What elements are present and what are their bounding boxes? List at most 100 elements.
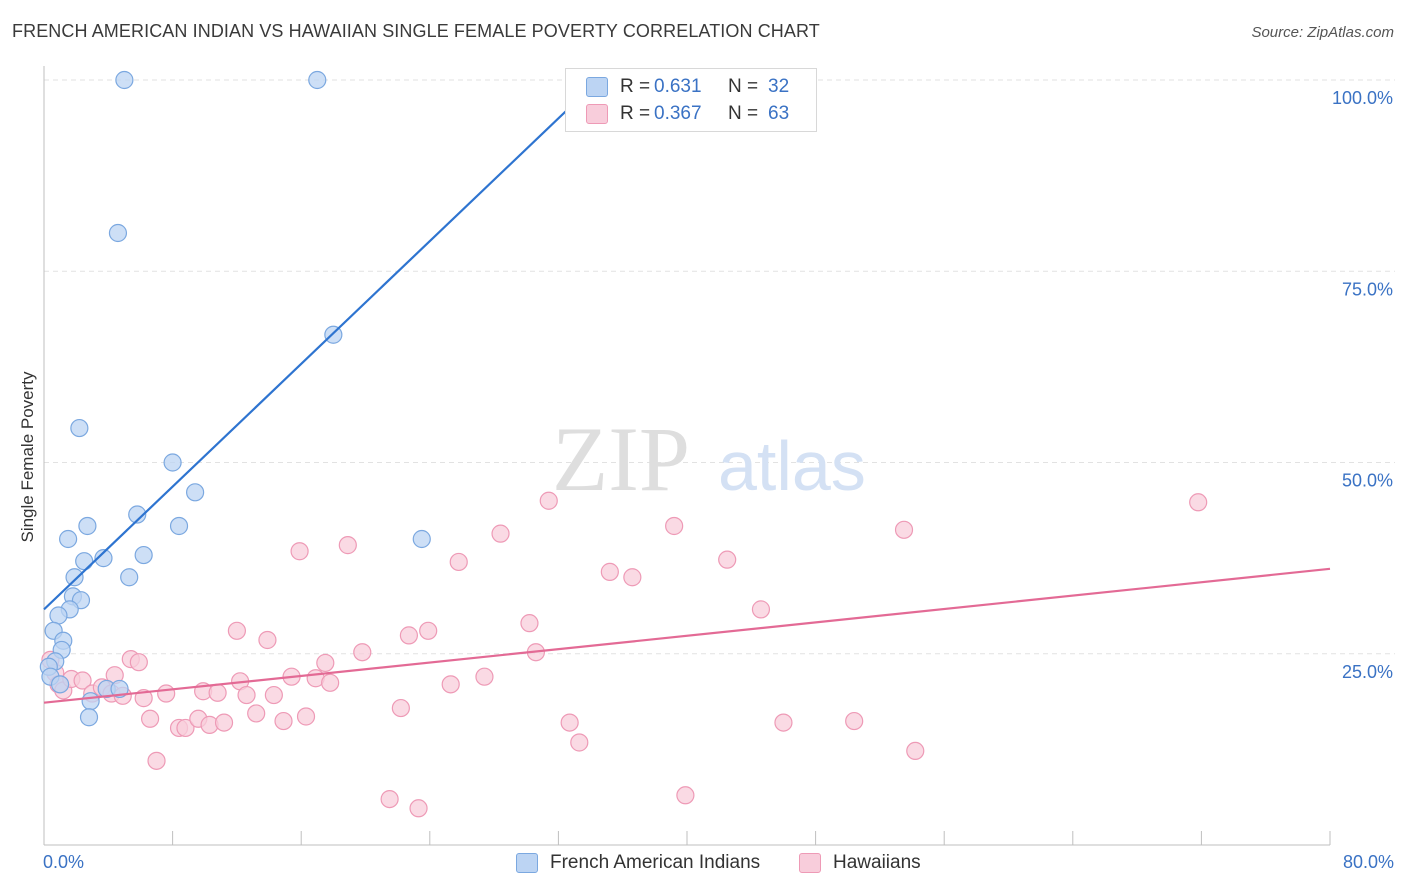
hawaiians-point [316, 653, 335, 673]
hawaiians-point [491, 524, 510, 543]
french-american-indians-point [108, 223, 128, 243]
hawaiians-point [399, 626, 419, 645]
hawaiians-point [208, 683, 227, 702]
hawaiians-point [600, 562, 619, 581]
legend-swatch-blue [586, 77, 608, 97]
legend-row-french-american-indians: R = 0.631 N = 32 [586, 75, 789, 99]
french-american-indians-point [59, 529, 78, 549]
hawaiians-point [176, 718, 195, 738]
hawaiians-point [665, 516, 684, 536]
legend-r-label: R = [620, 103, 651, 124]
trendlines [43, 79, 1331, 704]
french-american-indians-point [120, 568, 139, 587]
y-tick-label: 100.0% [1332, 88, 1393, 108]
french-american-indians-point [75, 552, 94, 571]
hawaiians-point [296, 707, 316, 726]
hawaiians-point [380, 789, 399, 809]
watermark-zip: ZIP [552, 408, 690, 510]
hawaiians-point [676, 786, 695, 805]
french-american-indians-point [169, 516, 189, 536]
trendline-hawaiians [43, 567, 1331, 704]
hawaiians-point [449, 552, 468, 572]
chart-title: FRENCH AMERICAN INDIAN VS HAWAIIAN SINGL… [12, 21, 820, 41]
french-american-indians-point [163, 453, 182, 472]
hawaiians-point [539, 491, 558, 510]
correlation-legend: R = 0.631 N = 32 R = 0.367 N = 63 [565, 68, 817, 132]
hawaiians-point [751, 600, 771, 619]
hawaiians-point [247, 704, 266, 723]
french-american-indians-point [65, 568, 84, 587]
series-label: French American Indians [550, 852, 761, 873]
x-tick-max: 80.0% [1342, 852, 1394, 872]
hawaiians-point [214, 713, 234, 732]
hawaiians-point [274, 711, 293, 731]
hawaiians-point [894, 520, 914, 539]
hawaiians-point [409, 799, 428, 818]
french-american-indians-point [49, 606, 68, 625]
french-american-indians-point [128, 505, 147, 524]
hawaiians-point [441, 675, 460, 694]
series-legend-french-american-indians: French American Indians [516, 852, 760, 874]
french-american-indians-point [134, 545, 153, 565]
hawaiians-point [906, 741, 925, 761]
hawaiians-point [147, 751, 166, 770]
hawaiians-point [73, 671, 92, 690]
hawaiians-point [718, 550, 737, 569]
hawaiians-point [353, 643, 372, 662]
trendline-french-american-indians [43, 79, 600, 611]
source-credit: Source: ZipAtlas.com [1251, 24, 1394, 41]
hawaiians-point [321, 673, 340, 692]
hawaiians-point [338, 536, 357, 555]
hawaiians-point [264, 685, 283, 705]
french-american-indians-point [308, 70, 327, 90]
axes [43, 66, 1331, 846]
french-american-indians-point [186, 483, 205, 502]
hawaiians-point [237, 685, 256, 705]
y-tick-label: 50.0% [1342, 471, 1393, 491]
hawaiians-point [570, 733, 589, 752]
hawaiians-point [560, 713, 579, 732]
hawaiians-point [475, 667, 494, 686]
french-american-indians-point [94, 549, 113, 568]
series-swatch-blue [516, 853, 538, 873]
hawaiians-points [41, 491, 1208, 818]
hawaiians-point [419, 621, 438, 640]
hawaiians-point [623, 568, 642, 587]
hawaiians-point [258, 630, 277, 650]
legend-n-label: N = [728, 76, 759, 97]
french-american-indians-point [412, 529, 431, 549]
legend-r-value: 0.631 [654, 76, 702, 97]
french-american-indians-point [110, 679, 129, 699]
french-american-indians-points [39, 70, 431, 727]
watermark-atlas: atlas [718, 427, 866, 505]
french-american-indians-point [50, 675, 70, 694]
hawaiians-point [391, 698, 410, 718]
hawaiians-point [520, 614, 539, 633]
french-american-indians-point [70, 418, 89, 438]
french-american-indians-point [79, 708, 99, 727]
x-tick-min: 0.0% [43, 852, 85, 872]
y-tick-label: 25.0% [1342, 662, 1393, 682]
hawaiians-point [140, 709, 160, 728]
hawaiians-point [1189, 493, 1208, 512]
hawaiians-point [774, 713, 793, 732]
series-legend: French American Indians Hawaiians [0, 852, 1406, 876]
french-american-indians-point [81, 692, 100, 711]
y-tick-labels: 25.0% 50.0% 75.0% 100.0% [1332, 88, 1393, 682]
series-legend-hawaiians: Hawaiians [799, 852, 921, 874]
legend-r-value: 0.367 [654, 103, 702, 124]
french-american-indians-point [78, 516, 97, 536]
hawaiians-point [157, 684, 176, 703]
legend-row-hawaiians: R = 0.367 N = 63 [586, 102, 789, 126]
french-american-indians-point [115, 70, 134, 90]
legend-swatch-pink [586, 104, 608, 124]
hawaiians-point [227, 621, 246, 640]
hawaiians-point [845, 711, 864, 731]
legend-n-label: N = [728, 103, 759, 124]
hawaiians-point [290, 542, 309, 561]
series-label: Hawaiians [833, 852, 921, 873]
legend-n-value: 63 [768, 103, 790, 124]
legend-r-label: R = [620, 76, 651, 97]
hawaiians-point [129, 653, 148, 672]
